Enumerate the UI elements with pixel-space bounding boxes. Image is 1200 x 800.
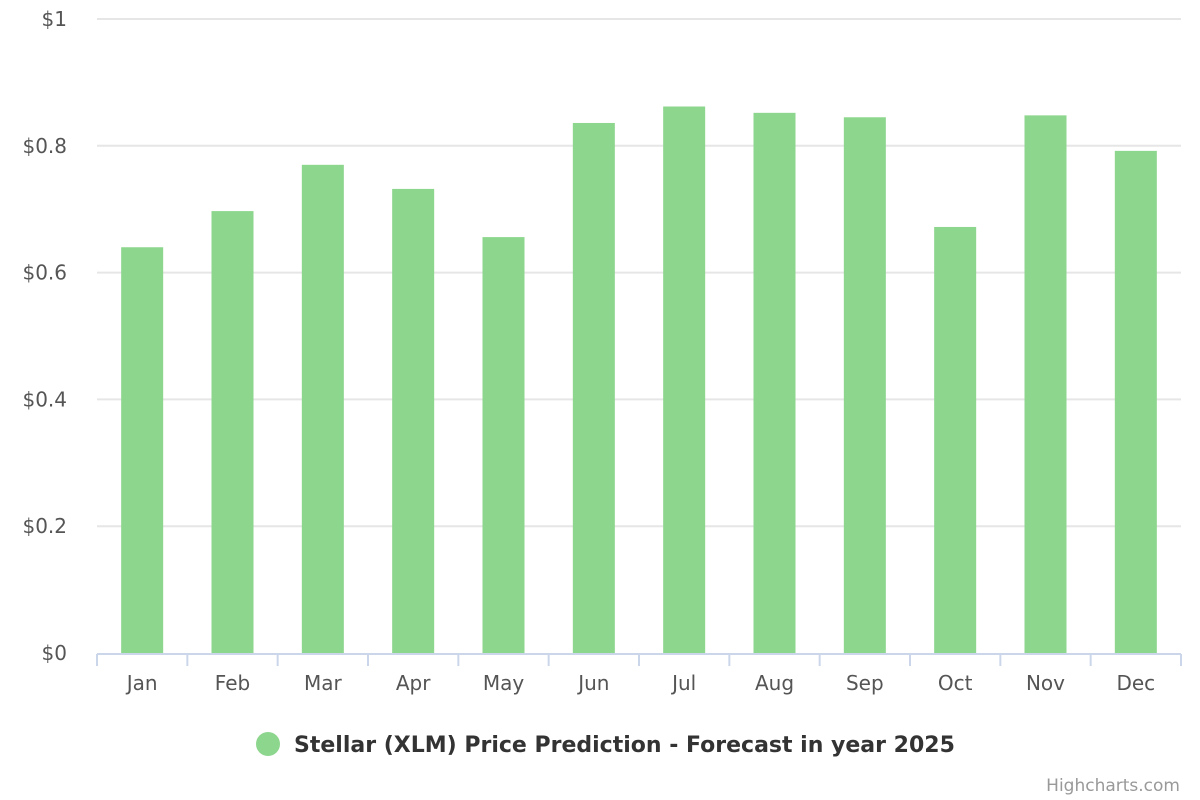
x-tick-label: Feb: [215, 671, 250, 695]
bar-jan[interactable]: [121, 247, 164, 654]
y-tick-label: $0.2: [22, 514, 67, 538]
bar-may[interactable]: [482, 237, 525, 653]
bar-jul[interactable]: [663, 106, 706, 653]
x-tick-label: Apr: [396, 671, 431, 695]
y-tick-label: $1: [42, 7, 67, 31]
x-tick-label: Aug: [755, 671, 794, 695]
y-axis: $0 $0.2 $0.4 $0.6 $0.8 $1: [22, 7, 67, 665]
credits-link[interactable]: Highcharts.com: [1046, 776, 1180, 796]
bar-nov[interactable]: [1024, 115, 1067, 654]
bar-oct[interactable]: [934, 226, 977, 653]
legend-swatch-icon[interactable]: [256, 732, 280, 756]
x-tick-label: May: [483, 671, 525, 695]
bar-sep[interactable]: [843, 117, 886, 653]
bar-feb[interactable]: [211, 211, 254, 654]
bar-dec[interactable]: [1114, 150, 1157, 653]
x-tick-label: Sep: [846, 671, 884, 695]
x-tick-label: Nov: [1026, 671, 1065, 695]
bar-mar[interactable]: [301, 164, 344, 653]
x-tick-label: Dec: [1116, 671, 1155, 695]
y-tick-label: $0.6: [22, 261, 67, 285]
x-tick-label: Mar: [304, 671, 343, 695]
y-tick-label: $0.4: [22, 387, 67, 411]
bar-jun[interactable]: [572, 122, 615, 653]
gridlines: [97, 18, 1181, 528]
x-axis: Jan Feb Mar Apr May Jun Jul Aug Sep Oct Nov Dec: [96, 653, 1182, 695]
bar-series[interactable]: [121, 106, 1157, 654]
legend-label[interactable]: Stellar (XLM) Price Prediction - Forecas…: [294, 733, 955, 758]
y-tick-label: $0.8: [22, 134, 67, 158]
x-tick-label: Oct: [938, 671, 973, 695]
bar-aug[interactable]: [753, 112, 796, 653]
y-tick-label: $0: [42, 641, 67, 665]
x-tick-label: Jan: [125, 671, 158, 695]
bar-apr[interactable]: [392, 188, 435, 654]
x-tick-label: Jul: [670, 671, 696, 695]
x-tick-label: Jun: [576, 671, 609, 695]
legend[interactable]: Stellar (XLM) Price Prediction - Forecas…: [256, 732, 955, 758]
